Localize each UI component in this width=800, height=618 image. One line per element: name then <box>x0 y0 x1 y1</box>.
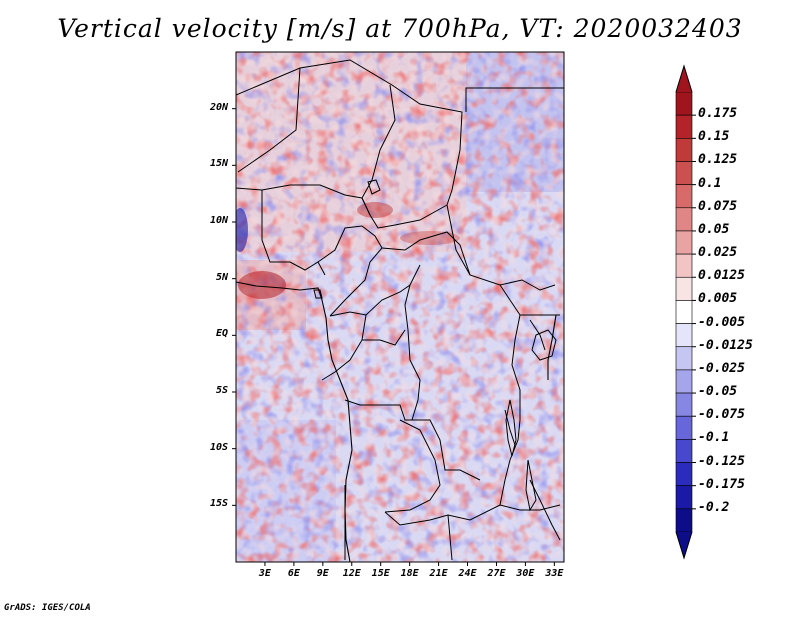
lat-tick-label: 20N <box>209 101 228 113</box>
colorbar-label: 0.05 <box>698 221 730 237</box>
colorbar-segment <box>675 439 693 463</box>
colorbar-top-arrow <box>675 64 693 93</box>
colorbar-label: -0.075 <box>698 407 745 423</box>
colorbar-label: 0.1 <box>698 175 722 191</box>
coastline <box>236 281 557 562</box>
colorbar-label: 0.175 <box>698 106 738 122</box>
colorbar-label: -0.05 <box>698 384 738 400</box>
lon-tick-label: 27E <box>487 568 506 579</box>
lat-tick-label: 10S <box>209 441 228 453</box>
colorbar-label: -0.0125 <box>698 337 753 353</box>
colorbar-segment <box>675 91 693 116</box>
colorbar <box>675 64 696 560</box>
colorbar-label: 0.005 <box>698 291 738 307</box>
colorbar-label: 0.025 <box>698 245 738 261</box>
lat-tick-label: 5S <box>215 385 228 396</box>
lon-tick-label: 33E <box>545 568 564 579</box>
colorbar-segment <box>675 462 693 486</box>
colorbar-segment <box>675 392 693 417</box>
colorbar-segment <box>675 207 693 232</box>
lat-tick-label: 10N <box>209 215 228 226</box>
lon-tick-label: 24E <box>458 568 477 579</box>
lakes <box>313 179 557 512</box>
lon-tick-label: 21E <box>429 568 448 579</box>
colorbar-segment <box>675 369 693 394</box>
colorbar-segment <box>675 114 693 139</box>
colorbar-label: -0.2 <box>698 499 730 515</box>
colorbar-segment <box>675 300 693 324</box>
lat-tick-label: 15N <box>209 158 228 170</box>
colorbar-segment <box>675 508 693 533</box>
colorbar-segment <box>675 230 693 255</box>
colorbar-bottom-arrow <box>675 531 693 560</box>
lon-tick-label: 9E <box>316 568 329 579</box>
velocity-field <box>236 52 564 562</box>
colorbar-label: 0.15 <box>698 129 730 145</box>
lon-tick-label: 30E <box>516 568 535 579</box>
colorbar-segment <box>675 346 693 371</box>
colorbar-segment <box>675 138 693 162</box>
lon-tick-label: 12E <box>342 568 361 579</box>
colorbar-segment <box>675 323 693 348</box>
plot-frame <box>235 51 565 563</box>
colorbar-segment <box>675 415 693 440</box>
colorbar-segment <box>675 276 693 301</box>
colorbar-label: -0.125 <box>698 453 745 469</box>
axis-ticks <box>232 108 555 566</box>
colorbar-label: 0.0125 <box>698 268 745 284</box>
country-borders <box>236 59 564 561</box>
colorbar-segment <box>675 161 693 185</box>
lon-tick-label: 15E <box>371 568 390 579</box>
colorbar-segment <box>675 485 693 510</box>
colorbar-label: 0.075 <box>698 198 738 214</box>
lat-tick-label: 15S <box>209 498 228 510</box>
colorbar-segment <box>675 253 693 278</box>
colorbar-label: -0.025 <box>698 360 745 376</box>
lon-tick-label: 3E <box>258 568 271 579</box>
colorbar-label: 0.125 <box>698 152 738 168</box>
grads-credit: GrADS: IGES/COLA <box>4 603 91 613</box>
colorbar-label: -0.175 <box>698 476 745 492</box>
lat-tick-label: EQ <box>215 328 228 340</box>
map-title: Vertical velocity [m/s] at 700hPa, VT: 2… <box>57 14 743 43</box>
lat-tick-label: 5N <box>215 271 228 283</box>
lon-tick-label: 6E <box>287 568 300 579</box>
colorbar-label: -0.1 <box>698 430 730 446</box>
colorbar-label: -0.005 <box>698 314 745 330</box>
lon-tick-label: 18E <box>400 568 419 579</box>
colorbar-segment <box>675 184 693 209</box>
